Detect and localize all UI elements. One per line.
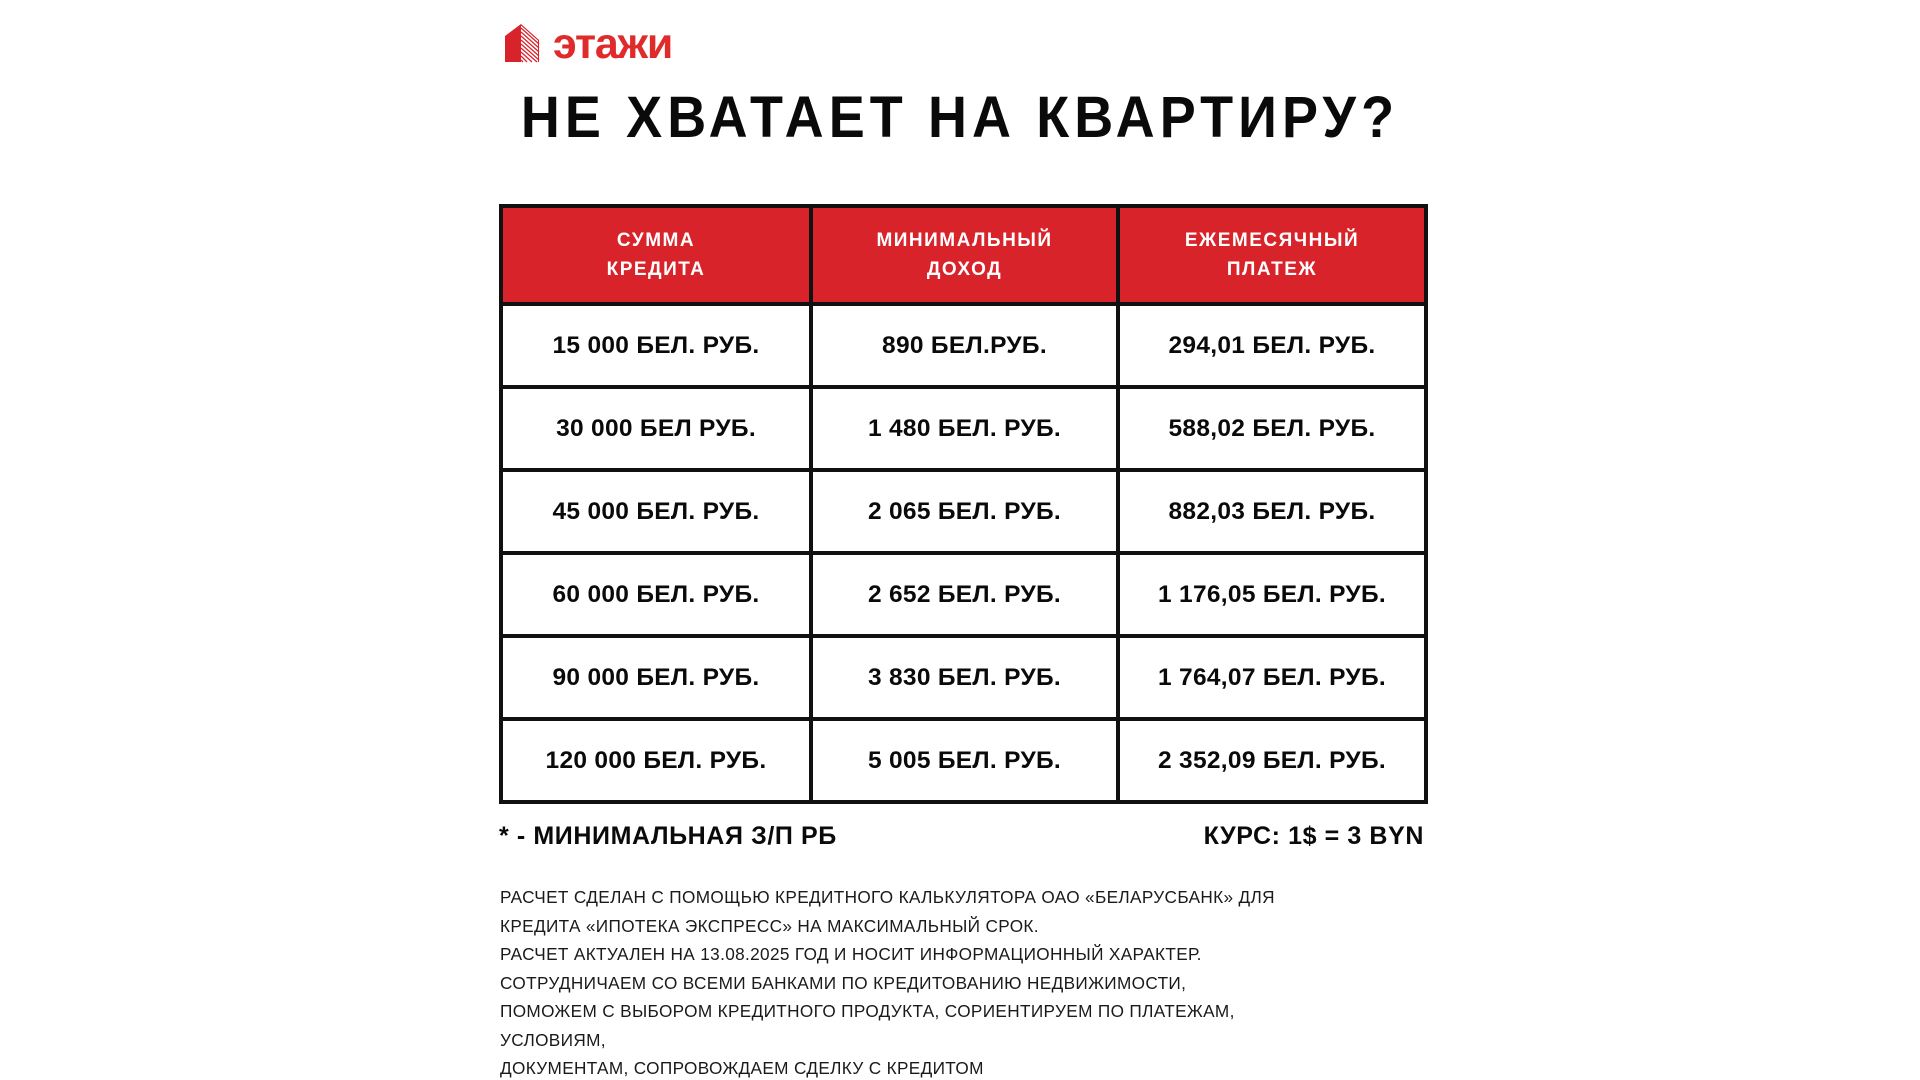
table-row: 30 000 БЕЛ РУБ. 1 480 БЕЛ. РУБ. 588,02 Б… <box>499 385 1428 472</box>
cell-monthly-payment: 2 352,09 БЕЛ. РУБ. <box>1116 717 1428 804</box>
column-header-monthly-payment: ЕЖЕМЕСЯЧНЫЙ ПЛАТЕЖ <box>1116 204 1428 306</box>
page-title: НЕ ХВАТАЕТ НА КВАРТИРУ? <box>520 85 1400 150</box>
table-header-row: СУММА КРЕДИТА МИНИМАЛЬНЫЙ ДОХОД ЕЖЕМЕСЯЧ… <box>499 204 1428 306</box>
disclaimer-line: УСЛОВИЯМ, <box>500 1029 606 1050</box>
disclaimer-line: ПОМОЖЕМ С ВЫБОРОМ КРЕДИТНОГО ПРОДУКТА, С… <box>500 1001 1235 1022</box>
cell-monthly-payment: 588,02 БЕЛ. РУБ. <box>1116 385 1428 472</box>
brand-logo[interactable]: этажи <box>501 18 673 68</box>
cell-loan-amount: 45 000 БЕЛ. РУБ. <box>499 468 813 555</box>
cell-loan-amount: 120 000 БЕЛ. РУБ. <box>499 717 813 804</box>
table-row: 60 000 БЕЛ. РУБ. 2 652 БЕЛ. РУБ. 1 176,0… <box>499 551 1428 638</box>
cell-loan-amount: 30 000 БЕЛ РУБ. <box>499 385 813 472</box>
table-row: 45 000 БЕЛ. РУБ. 2 065 БЕЛ. РУБ. 882,03 … <box>499 468 1428 555</box>
column-header-loan-amount: СУММА КРЕДИТА <box>499 204 813 306</box>
rates-table-container: СУММА КРЕДИТА МИНИМАЛЬНЫЙ ДОХОД ЕЖЕМЕСЯЧ… <box>499 204 1428 804</box>
table-row: 90 000 БЕЛ. РУБ. 3 830 БЕЛ. РУБ. 1 764,0… <box>499 634 1428 721</box>
footnote-exchange-rate: КУРС: 1$ = 3 BYN <box>1203 822 1424 850</box>
column-header-line1: СУММА <box>616 229 696 251</box>
column-header-line2: ПЛАТЕЖ <box>1226 259 1318 280</box>
disclaimer-line: ДОКУМЕНТАМ, СОПРОВОЖДАЕМ СДЕЛКУ С КРЕДИТ… <box>500 1058 984 1079</box>
column-header-line1: ЕЖЕМЕСЯЧНЫЙ <box>1184 229 1360 251</box>
disclaimer-line: РАСЧЕТ АКТУАЛЕН НА 13.08.2025 ГОД И НОСИ… <box>500 944 1202 965</box>
cell-minimum-income: 2 065 БЕЛ. РУБ. <box>809 468 1120 555</box>
cell-monthly-payment: 882,03 БЕЛ. РУБ. <box>1116 468 1428 555</box>
footnote-row: * - МИНИМАЛЬНАЯ З/П РБ КУРС: 1$ = 3 BYN <box>499 822 1424 851</box>
cell-monthly-payment: 294,01 БЕЛ. РУБ. <box>1116 302 1428 389</box>
cell-loan-amount: 60 000 БЕЛ. РУБ. <box>499 551 813 638</box>
disclaimer-line: РАСЧЕТ СДЕЛАН С ПОМОЩЬЮ КРЕДИТНОГО КАЛЬК… <box>500 887 1275 907</box>
cell-monthly-payment: 1 176,05 БЕЛ. РУБ. <box>1116 551 1428 638</box>
column-header-minimum-income: МИНИМАЛЬНЫЙ ДОХОД <box>809 204 1120 306</box>
cell-minimum-income: 5 005 БЕЛ. РУБ. <box>809 717 1120 804</box>
cell-minimum-income: 3 830 БЕЛ. РУБ. <box>809 634 1120 721</box>
table-row: 120 000 БЕЛ. РУБ. 5 005 БЕЛ. РУБ. 2 352,… <box>499 717 1428 804</box>
disclaimer-block: РАСЧЕТ СДЕЛАН С ПОМОЩЬЮ КРЕДИТНОГО КАЛЬК… <box>500 883 1460 1080</box>
column-header-line2: КРЕДИТА <box>606 259 706 280</box>
table-row: 15 000 БЕЛ. РУБ. 890 БЕЛ.РУБ. 294,01 БЕЛ… <box>499 302 1428 389</box>
cell-minimum-income: 2 652 БЕЛ. РУБ. <box>809 551 1120 638</box>
cell-loan-amount: 90 000 БЕЛ. РУБ. <box>499 634 813 721</box>
cell-loan-amount: 15 000 БЕЛ. РУБ. <box>499 302 813 389</box>
footnote-minimum-salary: * - МИНИМАЛЬНАЯ З/П РБ <box>499 822 837 850</box>
cell-monthly-payment: 1 764,07 БЕЛ. РУБ. <box>1116 634 1428 721</box>
building-icon <box>505 24 540 63</box>
column-header-line2: ДОХОД <box>926 259 1003 280</box>
cell-minimum-income: 1 480 БЕЛ. РУБ. <box>809 385 1120 472</box>
cell-minimum-income: 890 БЕЛ.РУБ. <box>809 302 1120 389</box>
disclaimer-line: СОТРУДНИЧАЕМ СО ВСЕМИ БАНКАМИ ПО КРЕДИТО… <box>500 972 1187 993</box>
brand-name: этажи <box>553 19 673 68</box>
disclaimer-line: КРЕДИТА «ИПОТЕКА ЭКСПРЕСС» НА МАКСИМАЛЬН… <box>500 915 1039 936</box>
rates-table: СУММА КРЕДИТА МИНИМАЛЬНЫЙ ДОХОД ЕЖЕМЕСЯЧ… <box>499 204 1428 804</box>
column-header-line1: МИНИМАЛЬНЫЙ <box>876 229 1053 251</box>
